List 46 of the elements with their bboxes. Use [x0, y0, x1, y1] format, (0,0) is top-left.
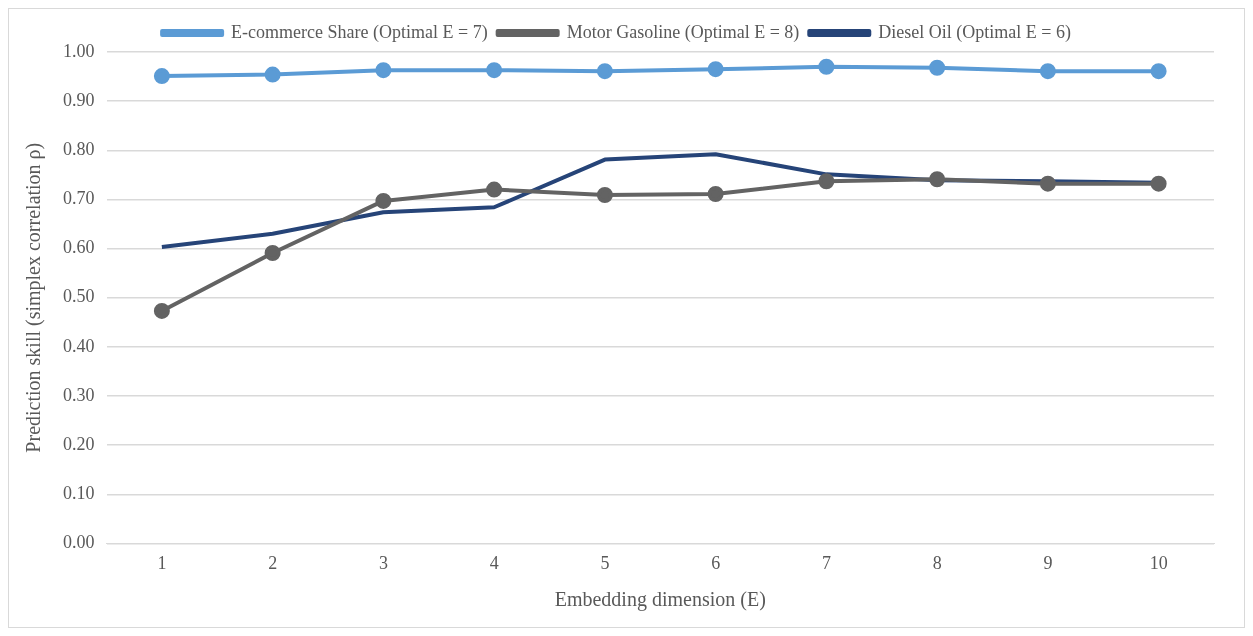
y-tick-label: 0.30	[63, 384, 95, 405]
y-tick-label: 0.60	[63, 237, 95, 258]
point	[264, 66, 281, 83]
y-tick-label: 0.10	[63, 482, 95, 503]
point	[707, 61, 724, 78]
point	[818, 173, 835, 190]
x-tick-label: 9	[1043, 552, 1053, 573]
x-tick-label: 2	[268, 552, 278, 573]
point	[818, 58, 835, 75]
y-tick-label: 1.00	[63, 40, 95, 61]
y-tick-label: 0.70	[63, 188, 95, 209]
x-tick-label: 7	[821, 552, 831, 573]
y-tick-label: 0.20	[63, 433, 95, 454]
point	[929, 171, 946, 188]
point	[486, 181, 503, 198]
point	[264, 244, 281, 261]
x-tick-label: 1	[157, 552, 167, 573]
x-tick-label: 8	[932, 552, 942, 573]
legend-label: E-commerce Share (Optimal E = 7)	[231, 21, 488, 43]
point	[153, 302, 170, 319]
x-tick-label: 5	[600, 552, 610, 573]
point	[375, 192, 392, 209]
x-tick-label: 6	[711, 552, 721, 573]
point	[1150, 63, 1167, 80]
legend-label: Diesel Oil (Optimal E = 6)	[878, 21, 1071, 43]
point	[596, 63, 613, 80]
x-tick-label: 3	[378, 552, 388, 573]
y-tick-label: 0.40	[63, 335, 95, 356]
y-axis-title: Prediction skill (simplex correlation ρ)	[22, 142, 46, 453]
point	[929, 59, 946, 76]
point	[153, 68, 170, 85]
point	[596, 187, 613, 203]
y-tick-label: 0.80	[63, 139, 95, 160]
point	[486, 62, 503, 79]
legend-label: Motor Gasoline (Optimal E = 8)	[566, 21, 800, 43]
point	[1039, 63, 1056, 80]
point	[1039, 175, 1056, 192]
point	[707, 186, 724, 203]
x-axis-title: Embedding dimension (E)	[554, 588, 766, 612]
y-tick-label: 0.50	[63, 286, 95, 307]
x-tick-label: 4	[489, 552, 499, 573]
y-tick-label: 0.90	[63, 89, 95, 110]
point	[375, 62, 392, 79]
x-tick-label: 10	[1149, 552, 1168, 573]
y-tick-label: 0.00	[63, 532, 95, 553]
point	[1150, 175, 1167, 192]
